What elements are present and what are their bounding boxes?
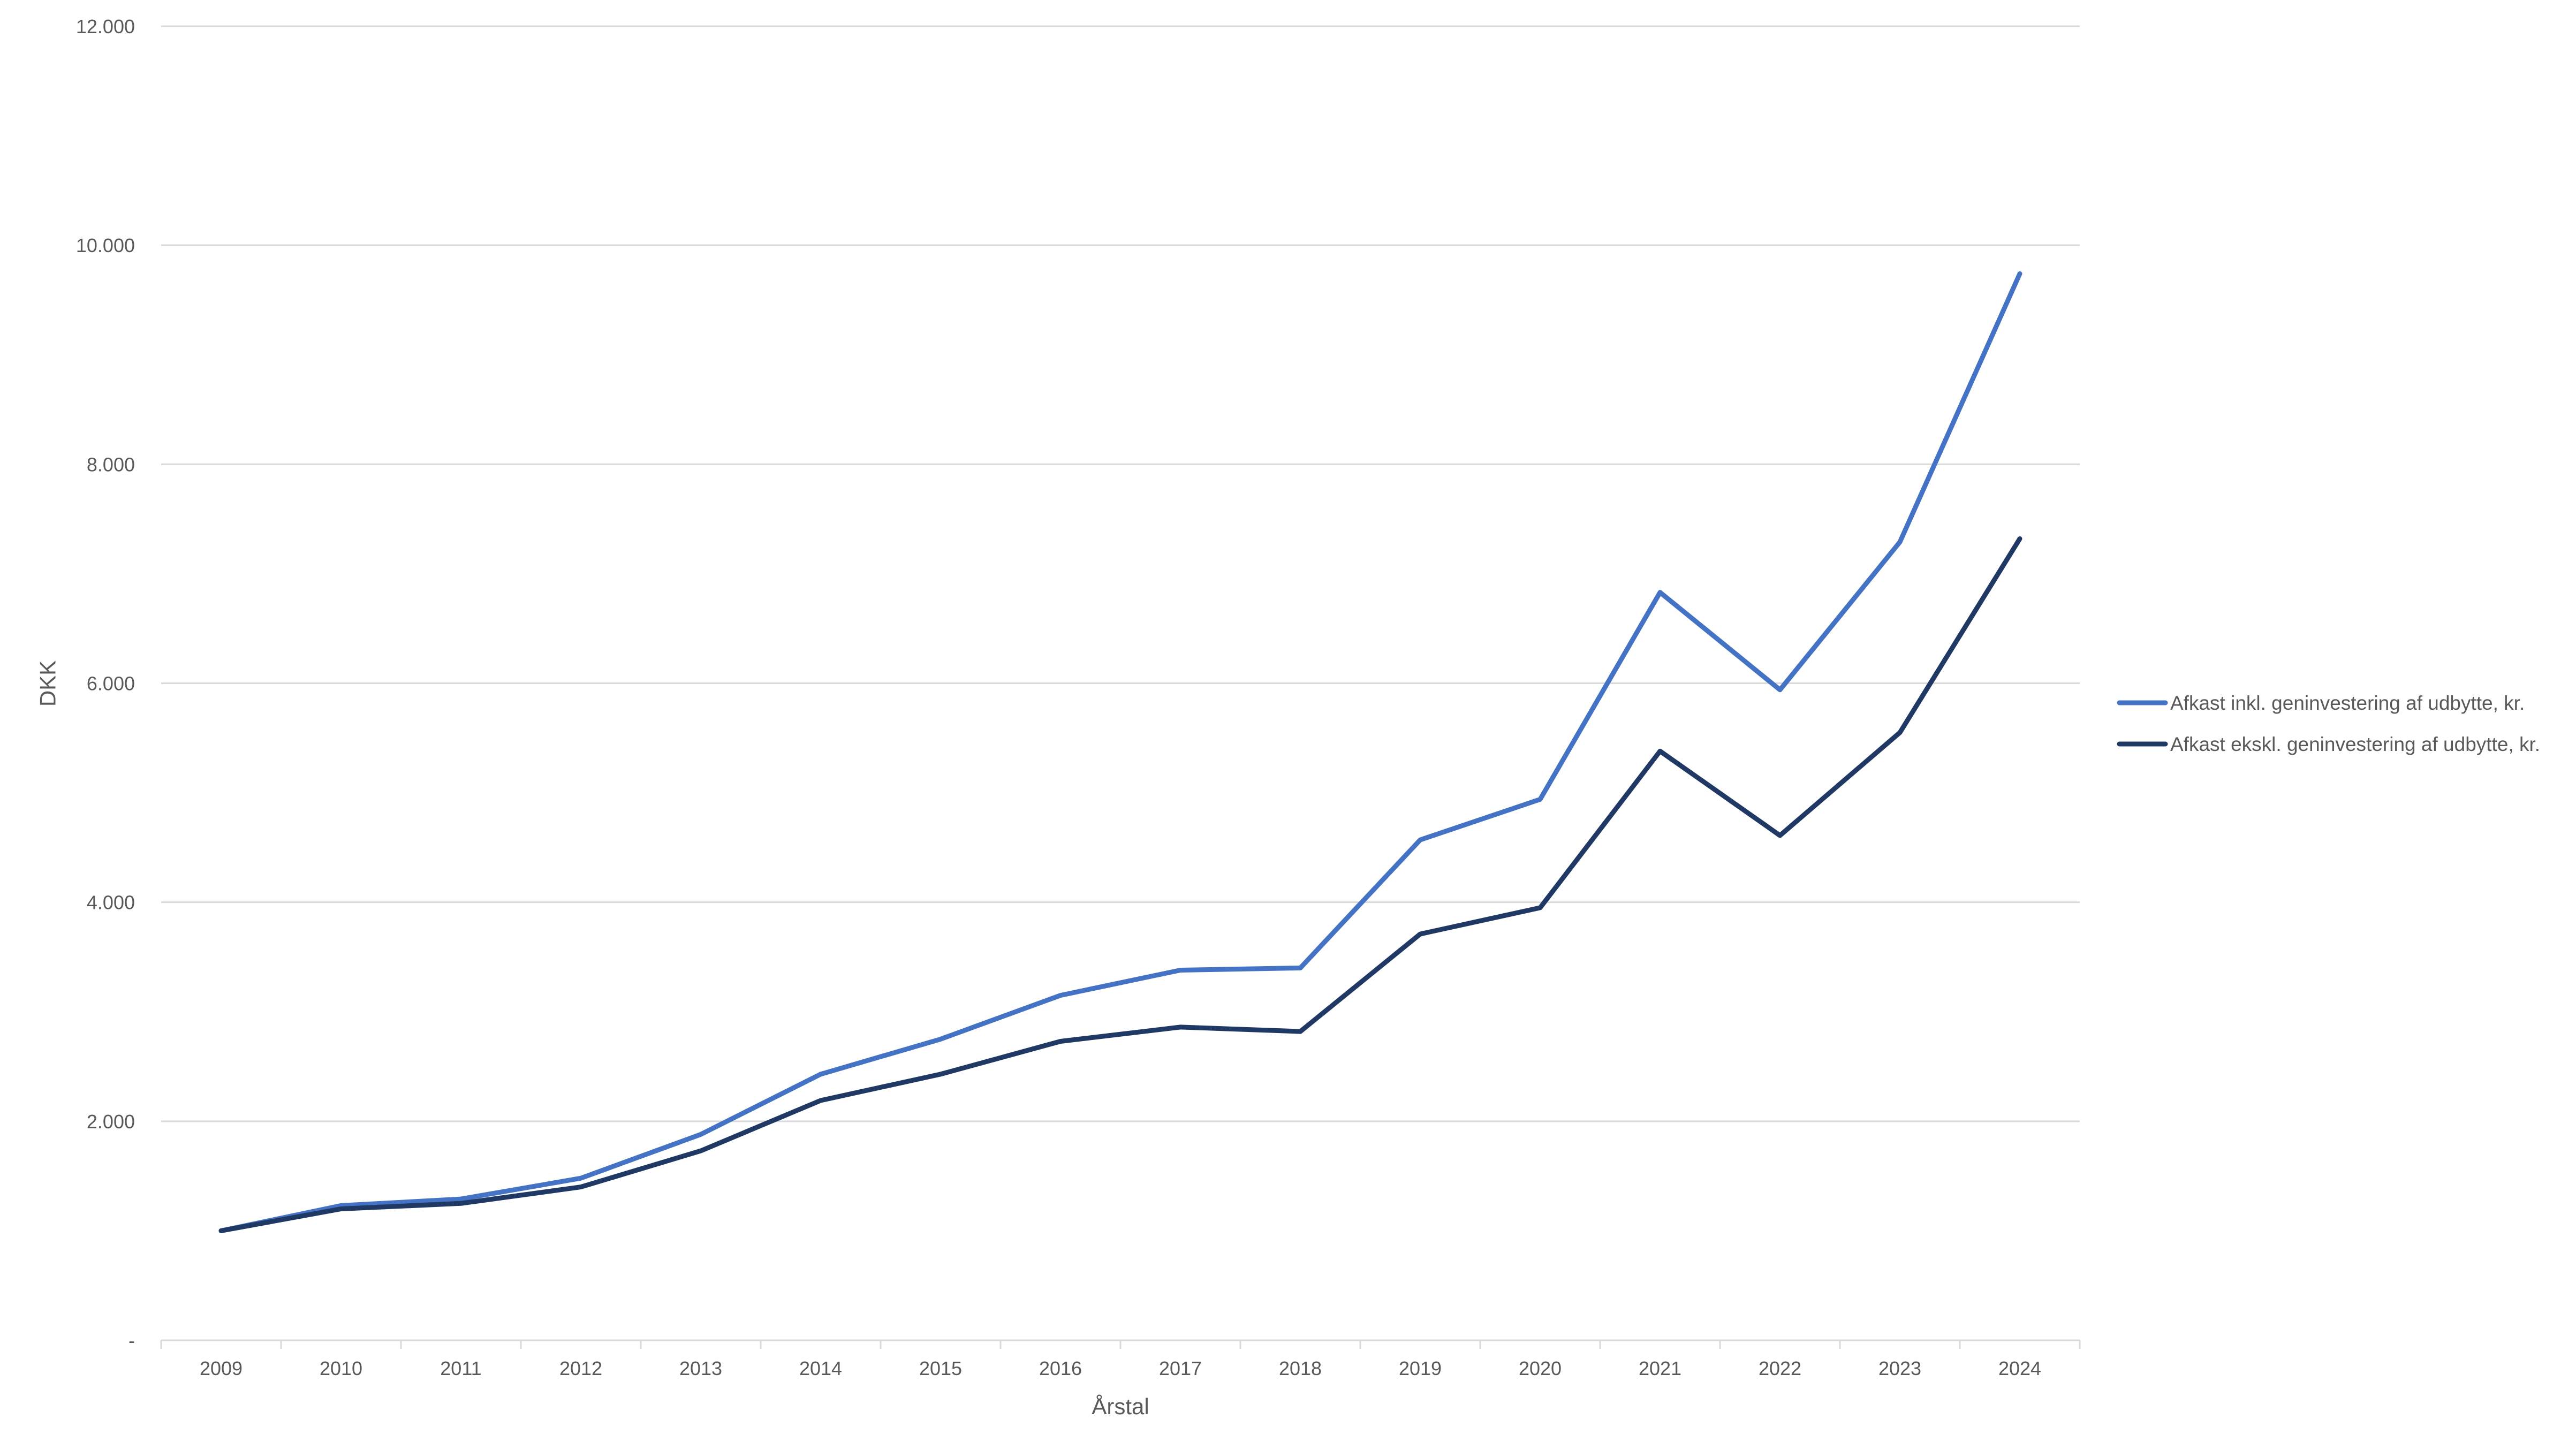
series-line-2 <box>218 536 2022 1233</box>
y-axis-tick-labels: - 2.000 4.000 6.000 8.000 10.000 12.000 <box>76 16 135 1352</box>
x-tick-label: 2018 <box>1279 1357 1322 1379</box>
legend-label: Afkast inkl. geninvestering af udbytte, … <box>2170 692 2525 714</box>
x-tick-label: 2023 <box>1878 1357 1921 1379</box>
y-tick-label: 12.000 <box>76 16 135 37</box>
x-tick-label: 2021 <box>1639 1357 1681 1379</box>
legend-label: Afkast ekskl. geninvestering af udbytte,… <box>2170 733 2540 755</box>
x-tick-label: 2010 <box>320 1357 362 1379</box>
y-tick-label: 10.000 <box>76 234 135 256</box>
gridlines <box>161 25 2080 1341</box>
series-lines <box>218 271 2022 1233</box>
x-tick-label: 2015 <box>919 1357 962 1379</box>
x-tick-label: 2024 <box>1998 1357 2041 1379</box>
x-axis-tick-marks <box>160 1340 2081 1349</box>
y-tick-label: - <box>128 1330 135 1352</box>
x-tick-label: 2009 <box>200 1357 243 1379</box>
y-axis-title: DKK <box>35 661 60 707</box>
y-tick-label: 2.000 <box>87 1111 135 1133</box>
x-tick-label: 2011 <box>440 1357 481 1379</box>
x-tick-label: 2016 <box>1039 1357 1082 1379</box>
x-tick-label: 2022 <box>1759 1357 1801 1379</box>
x-tick-label: 2012 <box>559 1357 602 1379</box>
x-tick-label: 2013 <box>679 1357 722 1379</box>
legend: Afkast inkl. geninvestering af udbytte, … <box>2117 692 2540 755</box>
legend-item: Afkast ekskl. geninvestering af udbytte,… <box>2117 733 2540 755</box>
x-tick-label: 2019 <box>1399 1357 1442 1379</box>
y-tick-label: 6.000 <box>87 673 135 695</box>
y-tick-label: 8.000 <box>87 453 135 475</box>
x-tick-label: 2017 <box>1159 1357 1202 1379</box>
x-tick-label: 2014 <box>799 1357 842 1379</box>
legend-item: Afkast inkl. geninvestering af udbytte, … <box>2117 692 2525 714</box>
x-axis-tick-labels: 2009 2010 2011 2012 2013 2014 2015 2016 2017 2018… <box>200 1357 2041 1379</box>
x-tick-label: 2020 <box>1519 1357 1562 1379</box>
y-tick-label: 4.000 <box>87 892 135 914</box>
series-line-1 <box>218 271 2022 1233</box>
x-axis-title: Årstal <box>1092 1394 1149 1419</box>
